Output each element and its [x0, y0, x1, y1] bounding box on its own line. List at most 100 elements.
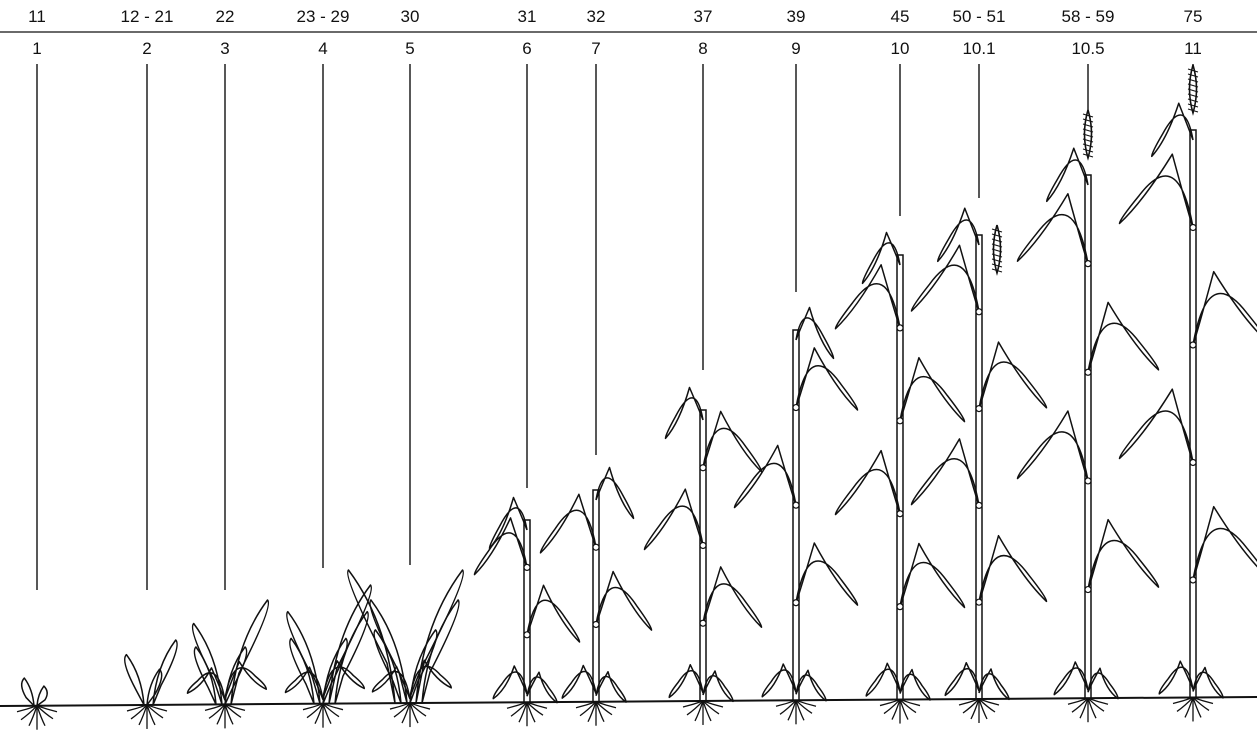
stem-node	[1190, 342, 1196, 348]
bottom-scale-label: 11	[1184, 39, 1202, 58]
root-line	[217, 704, 225, 724]
leaf-shape	[669, 665, 703, 698]
leaf-shape	[1120, 389, 1194, 462]
stem-node	[793, 502, 799, 508]
stage-pointer-lines	[37, 64, 1193, 590]
leaf-shape	[1088, 520, 1159, 590]
leaf-shape	[1193, 667, 1223, 697]
plant-stem	[593, 490, 599, 702]
leaf-shape	[125, 655, 144, 705]
top-scale-label: 50 - 51	[953, 7, 1006, 26]
leaf-shape	[329, 585, 371, 704]
root-line	[695, 701, 703, 721]
bottom-scale-label: 7	[591, 39, 600, 58]
root-line	[1080, 698, 1088, 718]
plant-stage-3	[188, 600, 269, 728]
leaf-shape	[1193, 507, 1257, 580]
stem-node	[1190, 224, 1196, 230]
leaf-shape	[945, 663, 979, 696]
leaf-shape	[796, 670, 826, 700]
plant-stage-12	[1018, 110, 1159, 722]
root-line	[402, 703, 410, 723]
leaf-shape	[762, 664, 796, 697]
stem-node	[976, 309, 982, 315]
leaf-shape	[422, 600, 459, 703]
leaf-shape	[527, 585, 580, 642]
root-line	[315, 704, 323, 724]
leaf-shape	[703, 411, 762, 471]
top-scale-label: 31	[518, 7, 537, 26]
leaf-shape	[836, 265, 901, 329]
leaf-shape	[493, 666, 527, 699]
stem-node	[976, 406, 982, 412]
root-line	[971, 699, 979, 719]
bottom-scale-label: 8	[698, 39, 707, 58]
stem-node	[897, 604, 903, 610]
stem-node	[793, 600, 799, 606]
plant-stage-6	[475, 498, 580, 727]
leaf-shape	[863, 233, 901, 284]
leaf-shape	[231, 600, 268, 704]
bottom-scale-label: 10	[891, 39, 910, 58]
root-line	[519, 702, 527, 722]
top-scale-label: 75	[1184, 7, 1203, 26]
bottom-scale-label: 6	[522, 39, 531, 58]
stem-node	[1085, 587, 1091, 593]
leaf-shape	[979, 669, 1009, 699]
leaf-shape	[912, 439, 980, 506]
leaf-shape	[596, 572, 652, 631]
leaf-shape	[225, 662, 266, 699]
leaf-shape	[335, 612, 368, 704]
leaf-shape	[979, 536, 1047, 603]
leaf-shape	[323, 661, 364, 698]
top-scale-label: 58 - 59	[1062, 7, 1115, 26]
top-scale-label: 23 - 29	[297, 7, 350, 26]
top-scale-label: 39	[787, 7, 806, 26]
stem-node	[1190, 577, 1196, 583]
leaf-shape	[645, 489, 704, 549]
stem-node	[976, 599, 982, 605]
top-scale-label: 22	[216, 7, 235, 26]
leaf-shape	[1088, 668, 1118, 698]
bottom-scale-label: 1	[32, 39, 41, 58]
stem-node	[897, 511, 903, 517]
plant-stem	[700, 410, 706, 701]
plant-stage-7	[541, 468, 652, 726]
leaf-shape	[596, 672, 626, 702]
leaf-shape	[22, 678, 34, 706]
leaf-shape	[1193, 272, 1257, 345]
root-line	[788, 700, 796, 720]
stem-node	[700, 542, 706, 548]
leaf-shape	[147, 669, 162, 705]
bottom-scale-label: 9	[791, 39, 800, 58]
plant-stage-10	[836, 233, 965, 724]
stem-node	[700, 620, 706, 626]
plant-stage-1	[17, 678, 57, 730]
bottom-scale-label: 2	[142, 39, 151, 58]
leaf-shape	[735, 445, 797, 507]
leaf-shape	[796, 308, 834, 359]
leaf-shape	[796, 543, 858, 605]
root-line	[892, 700, 900, 720]
leaf-shape	[596, 468, 634, 519]
leaf-shape	[703, 567, 762, 627]
leaf-shape	[900, 670, 930, 700]
plant-stage-9	[735, 308, 858, 725]
leaf-shape	[703, 671, 733, 701]
leaf-shape	[1120, 154, 1194, 227]
plant-stage-8	[645, 388, 762, 725]
leaf-shape	[1018, 411, 1089, 481]
plant-stage-11	[912, 208, 1047, 723]
stem-node	[524, 564, 530, 570]
leaf-shape	[866, 663, 900, 696]
leaf-shape	[410, 660, 451, 697]
plant-stem	[524, 520, 530, 702]
leaf-shape	[225, 647, 247, 704]
stem-node	[700, 465, 706, 471]
leaf-shape	[1054, 662, 1088, 695]
leaf-shape	[979, 342, 1047, 409]
stem-node	[976, 502, 982, 508]
